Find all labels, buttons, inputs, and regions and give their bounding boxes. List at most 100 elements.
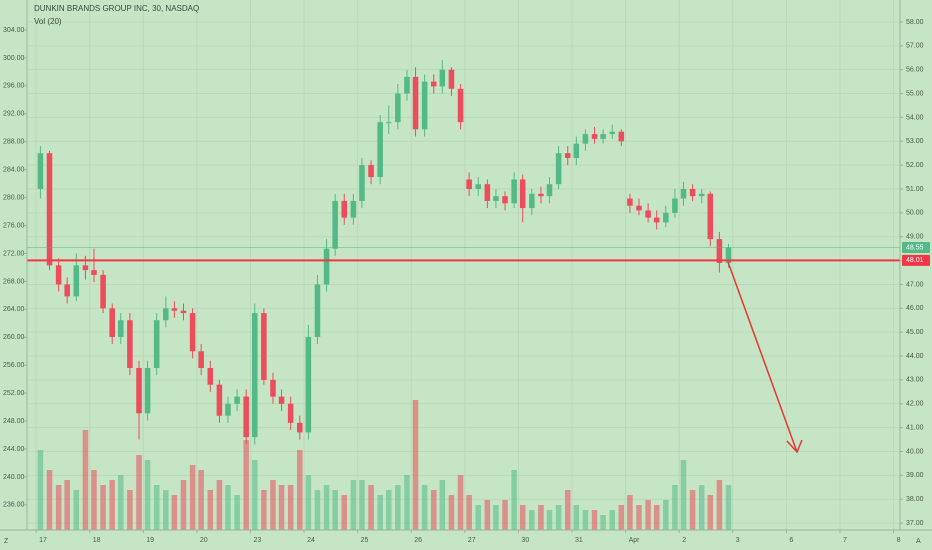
volume-bar xyxy=(573,505,580,530)
volume-bar xyxy=(582,510,589,530)
candle-layer xyxy=(37,60,732,445)
volume-bar xyxy=(484,500,491,530)
volume-bar xyxy=(395,485,401,530)
y-tick-label: 51.00 xyxy=(906,186,924,193)
candle-body xyxy=(412,76,419,130)
candle-body xyxy=(609,131,615,135)
volume-bar xyxy=(546,510,553,530)
volume-bar xyxy=(653,505,660,530)
volume-bar xyxy=(663,500,669,530)
volume-bar xyxy=(457,475,464,530)
y-tick-label: 46.00 xyxy=(906,305,924,312)
volume-bar xyxy=(627,495,633,530)
x-tick-label: 20 xyxy=(200,537,208,544)
axes: 37.00 38.00 39.00 40.00 41.00 42.00 43.00 44.00… xyxy=(3,19,930,544)
candle-body xyxy=(91,270,97,275)
candle-body xyxy=(698,193,705,197)
volume-bar xyxy=(216,480,223,530)
volume-bar xyxy=(511,470,517,530)
candle-body xyxy=(323,248,330,285)
volume-bar xyxy=(412,400,419,530)
volume-bar xyxy=(707,495,714,530)
y2-tick-label: 280.00 xyxy=(3,194,25,201)
volume-bar xyxy=(538,505,544,530)
candle-body xyxy=(171,308,178,311)
candle-body xyxy=(216,384,223,416)
candle-body xyxy=(207,367,214,385)
candle-body xyxy=(127,320,133,368)
candle-body xyxy=(287,403,294,423)
candle-body xyxy=(421,81,428,130)
candle-body xyxy=(502,196,508,204)
y-tick-label: 50.00 xyxy=(906,210,924,217)
volume-bar xyxy=(163,490,169,530)
y-tick-label: 55.00 xyxy=(906,90,924,97)
volume-bar xyxy=(332,490,338,530)
y2-tick-label: 276.00 xyxy=(3,222,25,229)
volume-bar xyxy=(127,490,133,530)
volume-bar xyxy=(207,490,214,530)
candle-body xyxy=(716,239,723,263)
volume-bar xyxy=(314,490,321,530)
candle-body xyxy=(153,320,160,368)
price-label: 48.01 xyxy=(906,257,924,264)
candle-body xyxy=(404,76,410,94)
candle-body xyxy=(538,193,544,197)
volume-bar xyxy=(171,495,178,530)
volume-bar xyxy=(323,485,330,530)
candle-body xyxy=(672,198,678,213)
volume-bar xyxy=(198,470,204,530)
y2-tick-label: 256.00 xyxy=(3,362,25,369)
volume-bar xyxy=(144,460,151,530)
x-tick-label: 17 xyxy=(39,537,47,544)
volume-layer xyxy=(37,400,732,530)
volume-bar xyxy=(251,460,258,530)
y2-tick-label: 260.00 xyxy=(3,334,25,341)
x-tick-label: 31 xyxy=(575,537,583,544)
y-tick-label: 53.00 xyxy=(906,138,924,145)
y-tick-label: 47.00 xyxy=(906,281,924,288)
candle-body xyxy=(439,69,446,87)
volume-bar xyxy=(278,485,285,530)
chart-title: DUNKIN BRANDS GROUP INC, 30, NASDAQ xyxy=(34,4,199,13)
volume-bar xyxy=(37,450,44,530)
candle-body xyxy=(582,134,589,144)
candle-body xyxy=(627,198,633,206)
candle-body xyxy=(475,184,482,189)
volume-bar xyxy=(716,480,723,530)
candle-body xyxy=(136,367,142,414)
candle-body xyxy=(234,396,240,404)
candle-body xyxy=(314,284,321,337)
volume-bar xyxy=(680,460,687,530)
candle-body xyxy=(350,200,357,218)
y-tick-label: 45.00 xyxy=(906,329,924,336)
volume-bar xyxy=(600,515,606,530)
candle-body xyxy=(466,179,472,189)
corner-left[interactable]: Z xyxy=(4,538,9,545)
volume-bar xyxy=(73,490,80,530)
candle-body xyxy=(144,367,151,414)
volume-bar xyxy=(404,475,410,530)
y-tick-label: 57.00 xyxy=(906,43,924,50)
y-tick-label: 38.00 xyxy=(906,496,924,503)
corner-right[interactable]: A xyxy=(916,538,921,545)
volume-bar xyxy=(118,475,124,530)
volume-bar xyxy=(153,485,160,530)
volume-bar xyxy=(287,485,294,530)
y2-tick-label: 284.00 xyxy=(3,167,25,174)
y-tick-label: 42.00 xyxy=(906,401,924,408)
volume-bar xyxy=(385,490,392,530)
candle-body xyxy=(484,184,491,201)
candle-body xyxy=(645,210,651,218)
volume-bar xyxy=(46,470,53,530)
candle-body xyxy=(251,313,258,438)
candle-body xyxy=(278,396,285,404)
candle-body xyxy=(332,200,338,249)
candle-body xyxy=(519,179,526,209)
y2-tick-label: 244.00 xyxy=(3,446,25,453)
candle-body xyxy=(591,134,598,139)
volume-bar xyxy=(689,490,696,530)
candle-body xyxy=(100,274,106,309)
y2-tick-label: 264.00 xyxy=(3,306,25,313)
candle-body xyxy=(618,131,625,142)
